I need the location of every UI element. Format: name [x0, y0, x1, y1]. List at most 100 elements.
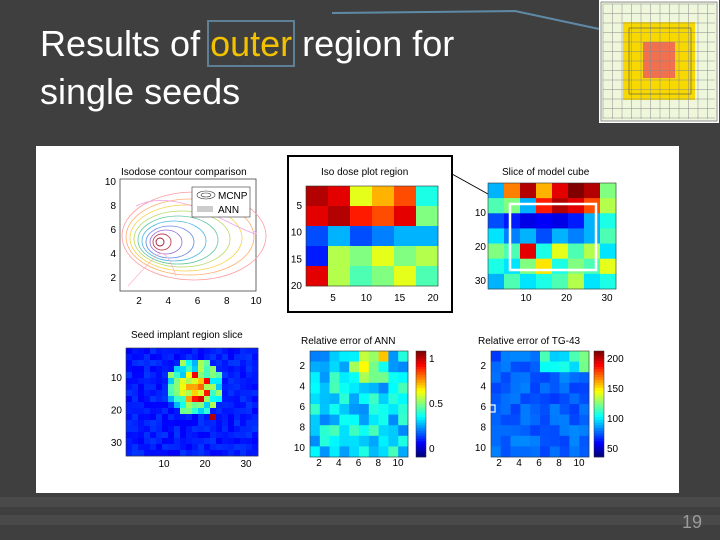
- seed-slice-cell: [174, 426, 181, 433]
- tg43-error-colorbar-tick: 200: [607, 354, 624, 365]
- seed-slice-cell: [180, 402, 187, 409]
- seed-slice-cell: [186, 372, 193, 379]
- isodose-region-cell: [372, 246, 395, 267]
- tg43-error-cell: [559, 361, 570, 373]
- tg43-error-cell: [540, 361, 551, 373]
- model-cube-cell: [504, 258, 521, 275]
- ann-error-cell: [398, 372, 409, 384]
- ann-error-cell: [398, 425, 409, 437]
- tg43-error-y-ticks: 2 4 6 8 10: [475, 361, 487, 454]
- tg43-error-cell: [510, 414, 521, 426]
- model-cube-cell: [568, 258, 585, 275]
- seed-slice-cell: [204, 390, 211, 397]
- seed-slice-cell: [126, 378, 133, 385]
- model-cube-cell: [520, 183, 537, 199]
- ann-error-x-tick: 6: [356, 458, 362, 469]
- ann-error-cell: [368, 404, 379, 415]
- seed-slice-cell: [156, 444, 163, 451]
- seed-slice-cell: [204, 354, 211, 361]
- tg43-error-cell: [500, 435, 511, 447]
- seed-slice-cell: [156, 426, 163, 433]
- ann-error-cell: [329, 361, 340, 373]
- isodose-region-cell: [416, 206, 439, 227]
- ann-error-cell: [339, 435, 350, 447]
- ann-error-cell: [368, 372, 379, 384]
- model-cube-cell: [584, 213, 601, 229]
- seed-slice-cell: [240, 390, 247, 397]
- seed-slice-cell: [132, 432, 139, 439]
- isodose-region-panel: Iso dose plot region 5 10 15 20 5 10 15 20: [287, 155, 453, 313]
- seed-slice-cell: [210, 384, 217, 391]
- ann-error-cell: [329, 393, 340, 405]
- tg43-error-cell: [579, 361, 590, 373]
- isodose-region-cell: [394, 246, 417, 267]
- isodose-region-y-tick: 15: [291, 254, 303, 265]
- seed-slice-y-tick: 30: [111, 438, 123, 449]
- seed-slice-cell: [144, 390, 151, 397]
- ann-error-cell: [359, 382, 370, 394]
- seed-slice-y-tick: 10: [111, 373, 123, 384]
- ann-error-y-tick: 6: [299, 402, 305, 413]
- ann-error-cell: [388, 372, 399, 384]
- model-cube-cell: [552, 258, 569, 275]
- seed-slice-cell: [204, 372, 211, 379]
- tg43-error-cell: [540, 414, 551, 426]
- seed-slice-cell: [222, 402, 229, 409]
- isodose-region-cell: [328, 206, 351, 227]
- tg43-error-cell: [500, 414, 511, 426]
- results-figure: Isodose contour comparison MC: [36, 146, 679, 493]
- tg43-error-cell: [520, 435, 531, 447]
- seed-slice-cell: [138, 366, 145, 373]
- seed-slice-cell: [234, 354, 241, 361]
- seed-slice-cell: [168, 402, 175, 409]
- seed-slice-cell: [144, 426, 151, 433]
- isodose-region-cell: [328, 266, 351, 287]
- seed-slice-cell: [228, 420, 235, 427]
- ann-error-cell: [388, 404, 399, 415]
- seed-slice-cell: [132, 426, 139, 433]
- seed-slice-cell: [204, 360, 211, 367]
- seed-slice-cell: [186, 396, 193, 403]
- tg43-error-cell: [520, 446, 531, 458]
- ann-error-x-tick: 4: [336, 458, 342, 469]
- tg43-error-cell: [549, 446, 560, 458]
- seed-slice-cell: [240, 438, 247, 445]
- seed-slice-cell: [126, 444, 133, 451]
- seed-slice-cell: [156, 348, 163, 355]
- isodose-region-cell: [328, 246, 351, 267]
- ann-error-cell: [388, 425, 399, 437]
- seed-slice-cell: [192, 348, 199, 355]
- seed-slice-cell: [138, 426, 145, 433]
- seed-slice-cell: [222, 372, 229, 379]
- tg43-error-y-tick: 2: [480, 361, 486, 372]
- ann-error-cell: [349, 382, 360, 394]
- ann-error-cell: [378, 393, 389, 405]
- tg43-error-cell: [549, 393, 560, 405]
- ann-error-cell: [339, 393, 350, 405]
- seed-slice-cell: [126, 384, 133, 391]
- seed-slice-cell: [126, 426, 133, 433]
- seed-slice-cell: [132, 420, 139, 427]
- seed-slice-cell: [192, 426, 199, 433]
- tg43-error-cell: [530, 372, 541, 384]
- seed-slice-cell: [156, 420, 163, 427]
- seed-slice-cell: [144, 414, 151, 421]
- seed-slice-cell: [144, 360, 151, 367]
- seed-slice-cell: [246, 432, 253, 439]
- seed-slice-cell: [192, 438, 199, 445]
- ann-error-cell: [388, 435, 399, 447]
- seed-slice-cell: [234, 396, 241, 403]
- isodose-region-x-tick: 15: [394, 293, 406, 304]
- isodose-region-x-ticks: 5 10 15 20: [330, 293, 439, 304]
- seed-slice-cell: [240, 348, 247, 355]
- model-cube-cell: [552, 273, 569, 290]
- seed-slice-y-ticks: 10 20 30: [111, 373, 123, 449]
- tg43-error-cell: [520, 372, 531, 384]
- seed-slice-cell: [180, 348, 187, 355]
- seed-slice-cell: [198, 366, 205, 373]
- isodose-x-ticks: 2 4 6 8 10: [136, 296, 262, 307]
- seed-slice-cell: [192, 444, 199, 451]
- tg43-error-y-tick: 6: [480, 402, 486, 413]
- seed-slice-cell: [192, 450, 199, 457]
